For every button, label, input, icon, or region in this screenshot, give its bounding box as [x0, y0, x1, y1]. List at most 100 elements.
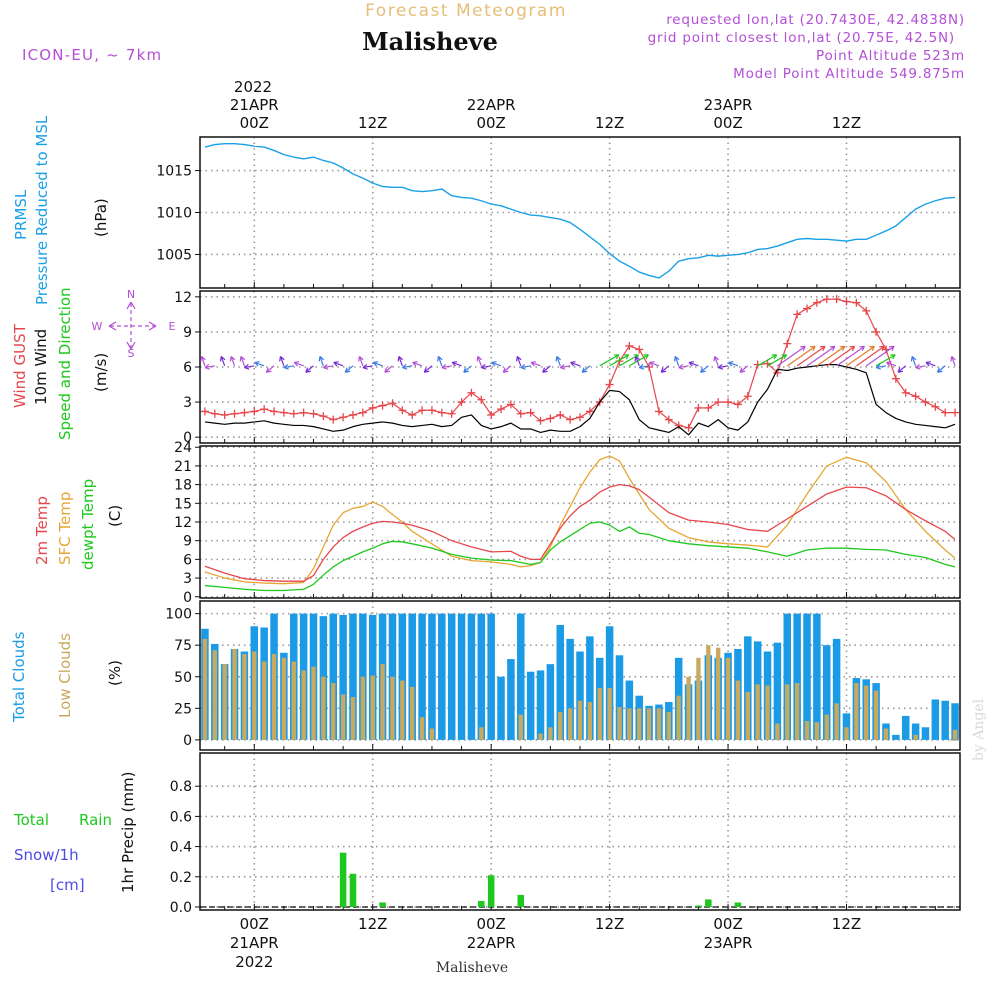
dewpt-line [204, 521, 956, 592]
gust-marker [329, 415, 338, 424]
wind-direction-arrow [481, 365, 492, 369]
wind-arrowhead [859, 345, 866, 352]
wind-arrowhead [781, 354, 788, 360]
wind-arrowhead [305, 367, 311, 373]
total-cloud-bar [783, 613, 792, 740]
wind-arrowhead [265, 367, 272, 373]
temp-ytick-label: 12 [174, 515, 192, 531]
wind-arrowhead [502, 367, 509, 373]
low-cloud-bar [637, 708, 642, 740]
wind-direction-arrow [911, 356, 917, 367]
pressure-ytick-label: 1015 [156, 164, 192, 180]
gust-marker [576, 413, 584, 422]
gust-marker [418, 406, 427, 415]
wind-direction-arrow [204, 365, 215, 369]
wind-arrowhead [254, 361, 260, 367]
temp-ytick-label: 0 [183, 590, 192, 606]
clouds-ytick-label: 25 [174, 701, 192, 717]
wind-arrowhead [819, 345, 826, 352]
low-cloud-bar [844, 727, 849, 740]
rain-bar [379, 902, 386, 907]
wind-arrowhead [634, 355, 640, 362]
wind-direction-arrow [718, 365, 729, 369]
gust-marker [427, 406, 436, 415]
total-cloud-bar [447, 613, 456, 740]
rain-bar [349, 873, 357, 907]
wind-arrowhead [688, 361, 695, 367]
gust-marker [220, 410, 229, 419]
wind-arrowhead [476, 355, 483, 362]
low-cloud-bar [242, 654, 247, 740]
pressure-label-msl: Pressure Reduced to MSL [33, 115, 51, 305]
total-cloud-bar [803, 613, 811, 740]
cloud-label-low: Low Clouds [56, 633, 74, 718]
gust-marker [812, 298, 821, 307]
gust-marker [842, 297, 851, 306]
wind-direction-arrow [560, 365, 571, 369]
wind-arrowhead [397, 355, 404, 362]
wind-arrowhead [293, 361, 300, 367]
gust-marker [447, 409, 456, 418]
wind-arrowhead [323, 363, 329, 370]
plot-layer [200, 143, 960, 908]
gust-marker [872, 327, 881, 336]
total-cloud-bar [398, 613, 407, 740]
wind-arrowhead [451, 361, 458, 367]
wind-arrowhead [839, 345, 846, 352]
gust-marker [585, 407, 594, 416]
wind-direction-arrow [362, 365, 373, 369]
low-cloud-bar [775, 723, 780, 740]
gust-marker [270, 407, 279, 416]
total-cloud-bar [901, 715, 910, 740]
rain-bar [517, 894, 525, 907]
wind-arrowhead [728, 361, 734, 367]
low-cloud-bar [834, 703, 839, 740]
wind-arrowhead [713, 355, 719, 362]
gust-marker [862, 306, 871, 315]
wind-direction-arrow [333, 361, 344, 367]
panel-frames: 1005101010150369120369121518212402550751… [156, 136, 961, 916]
gust-marker [250, 407, 259, 416]
wind-direction-arrow [786, 345, 816, 367]
wind-direction-arrow [384, 365, 393, 373]
low-cloud-bar [785, 684, 790, 740]
wind-direction-arrow [739, 365, 749, 373]
wind-arrowhead [673, 355, 680, 362]
bottom-date-label: 21APR [230, 934, 279, 952]
compass-e: E [169, 320, 176, 333]
wind-arrowhead [344, 367, 351, 373]
wind-arrowhead [700, 367, 706, 373]
gust-marker [457, 398, 466, 407]
wind-direction-arrow [856, 345, 885, 367]
wind-direction-arrow [491, 361, 502, 367]
low-cloud-bar [350, 696, 356, 740]
wind-direction-arrow [398, 356, 403, 367]
low-cloud-bar [232, 648, 237, 740]
precip-label-rain: Rain [79, 811, 112, 829]
low-cloud-bar [686, 676, 691, 740]
wind-arrowhead [441, 363, 447, 370]
temp-label-2m: 2m Temp [33, 496, 51, 565]
total-cloud-bar [773, 642, 782, 740]
total-cloud-bar [941, 700, 949, 740]
gust-marker [526, 408, 535, 417]
low-cloud-bar [429, 728, 435, 740]
low-cloud-bar [587, 702, 593, 740]
wind-arrowhead [437, 355, 443, 362]
wind-arrowhead [229, 355, 236, 362]
wind-arrowhead [318, 355, 325, 362]
gust-marker [319, 412, 328, 421]
gust-marker [803, 304, 812, 313]
wind-direction-arrow [886, 361, 897, 367]
wind-direction-arrow [846, 345, 875, 367]
clouds-ytick-label: 75 [174, 638, 192, 654]
wind-direction-arrow [767, 354, 787, 367]
gust-marker [467, 388, 476, 397]
wind-arrowhead [638, 363, 645, 370]
wind-direction-arrow [305, 365, 314, 373]
total-cloud-bar [467, 613, 476, 740]
wind-direction-arrow [220, 356, 226, 367]
low-cloud-bar [291, 661, 296, 740]
low-cloud-bar [883, 728, 889, 740]
wind-arrowhead [204, 363, 210, 370]
